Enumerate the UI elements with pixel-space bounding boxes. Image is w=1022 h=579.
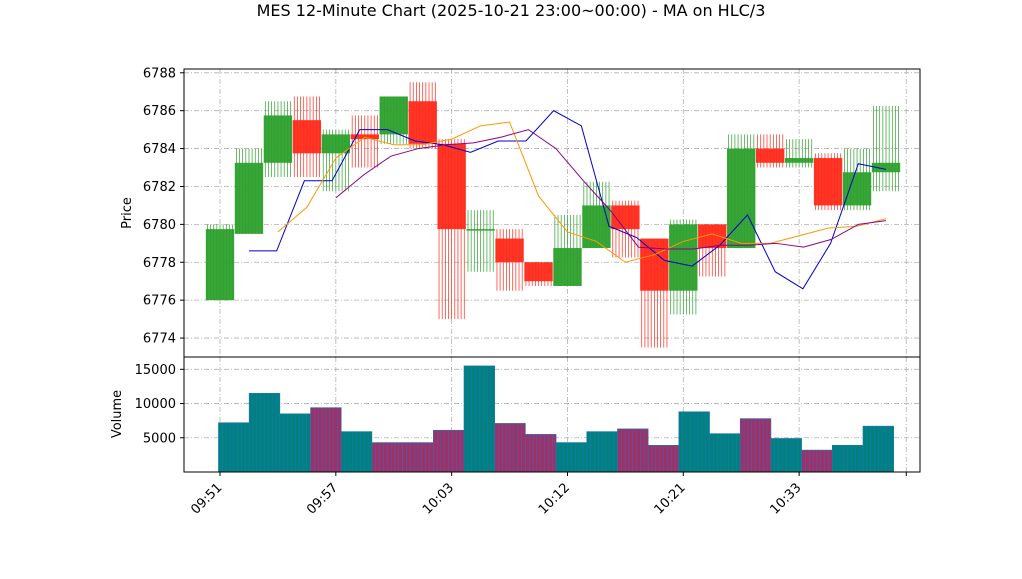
volume-panel: 5000 10000 15000 Volume: [110, 356, 921, 473]
price-y-tick-label: 6782: [143, 180, 176, 195]
candle: [466, 210, 495, 272]
volume-bar: [801, 449, 833, 473]
volume-bar: [739, 418, 772, 473]
volume-bar: [279, 413, 311, 473]
x-tick-label: 09:51: [188, 480, 225, 517]
price-y-tick-label: 6776: [143, 294, 176, 309]
volume-y-tick-label: 5000: [143, 431, 176, 446]
candle-body: [321, 134, 351, 154]
candle-body: [669, 224, 698, 291]
x-tick-label: 10:03: [420, 480, 457, 517]
candle-body: [263, 115, 293, 163]
price-y-tick-label: 6778: [143, 256, 176, 271]
chart-title: MES 12-Minute Chart (2025-10-21 23:00~00…: [257, 1, 766, 20]
candle-body: [495, 238, 524, 263]
candle: [321, 129, 351, 192]
candle: [698, 224, 727, 277]
candle-body: [553, 248, 582, 286]
candle-body: [408, 101, 437, 144]
volume-bar: [310, 407, 342, 473]
price-y-label: Price: [120, 197, 135, 229]
volume-bars: [218, 365, 894, 473]
x-tick-label: 10:12: [536, 480, 573, 517]
candle-body: [437, 143, 466, 230]
candle-body: [698, 224, 727, 249]
price-panel: 6774 6776 6778 6780 6782 6784 6786 6788 Price: [120, 66, 921, 358]
x-tick-label: 10:33: [767, 480, 804, 517]
volume-bar: [709, 433, 741, 473]
volume-bar: [463, 365, 495, 473]
volume-frame: [183, 356, 921, 473]
volume-bar: [371, 442, 403, 473]
candle: [292, 96, 322, 177]
candle: [640, 238, 669, 348]
x-tick-label: 09:57: [304, 480, 341, 517]
candle-body: [813, 158, 843, 206]
candle: [234, 148, 264, 234]
price-y-tick-label: 6788: [143, 66, 176, 81]
candle: [611, 200, 640, 258]
price-candles: [205, 82, 901, 348]
volume-y-tick-label: 15000: [135, 363, 176, 378]
volume-y-label: Volume: [110, 390, 125, 438]
ma-slow-line: [335, 129, 887, 250]
price-y-tick-label: 6780: [143, 218, 176, 233]
candle-body: [871, 162, 901, 173]
candle: [437, 139, 466, 320]
candle: [727, 134, 756, 249]
candle-body: [379, 96, 408, 135]
volume-bar: [555, 442, 588, 473]
price-y-ticks: 6774 6776 6778 6780 6782 6784 6786 6788: [143, 66, 184, 347]
candle: [669, 219, 698, 315]
volume-bar: [218, 422, 250, 473]
volume-bar: [402, 442, 434, 473]
volume-bar: [248, 392, 281, 473]
volume-bar: [678, 411, 710, 473]
candle-body: [640, 238, 669, 291]
volume-bar: [617, 428, 649, 473]
price-y-tick-label: 6774: [143, 332, 176, 347]
volume-bar: [862, 425, 894, 473]
x-tick-label: 10:21: [652, 480, 689, 517]
candle: [553, 214, 582, 286]
candle: [263, 101, 293, 177]
candle-body: [234, 162, 264, 234]
candle: [379, 96, 408, 144]
candle: [871, 105, 901, 192]
volume-bar: [525, 434, 557, 473]
candle-body: [524, 262, 553, 282]
volume-bar: [647, 445, 680, 473]
candle: [495, 229, 524, 291]
candle: [813, 153, 843, 211]
candle: [755, 134, 785, 168]
candle-body: [292, 120, 322, 154]
price-moving-averages: [248, 110, 887, 290]
candle: [524, 262, 553, 286]
volume-y-tick-label: 10000: [135, 397, 176, 412]
candle: [408, 82, 437, 149]
volume-y-ticks: 5000 10000 15000: [135, 363, 184, 446]
ma-mid-line: [277, 121, 887, 263]
x-axis-ticks: 09:51 09:57 10:03 10:12 10:21 10:33: [188, 472, 907, 518]
candle-body: [205, 229, 235, 301]
candle: [205, 224, 235, 301]
price-y-tick-label: 6786: [143, 104, 176, 119]
volume-bar: [586, 431, 618, 473]
volume-bar: [433, 429, 465, 473]
candle-body: [611, 205, 640, 230]
ma-fast-line: [248, 110, 887, 290]
volume-bar: [494, 423, 526, 473]
volume-bar: [831, 445, 864, 473]
candle-body: [784, 158, 814, 163]
candle: [784, 139, 814, 168]
candle: [842, 148, 872, 211]
price-y-tick-label: 6784: [143, 142, 176, 157]
volume-bar: [340, 431, 373, 473]
candle-body: [755, 148, 785, 163]
candle-body: [842, 172, 872, 206]
candle-body: [466, 229, 495, 231]
volume-bar: [770, 438, 802, 473]
